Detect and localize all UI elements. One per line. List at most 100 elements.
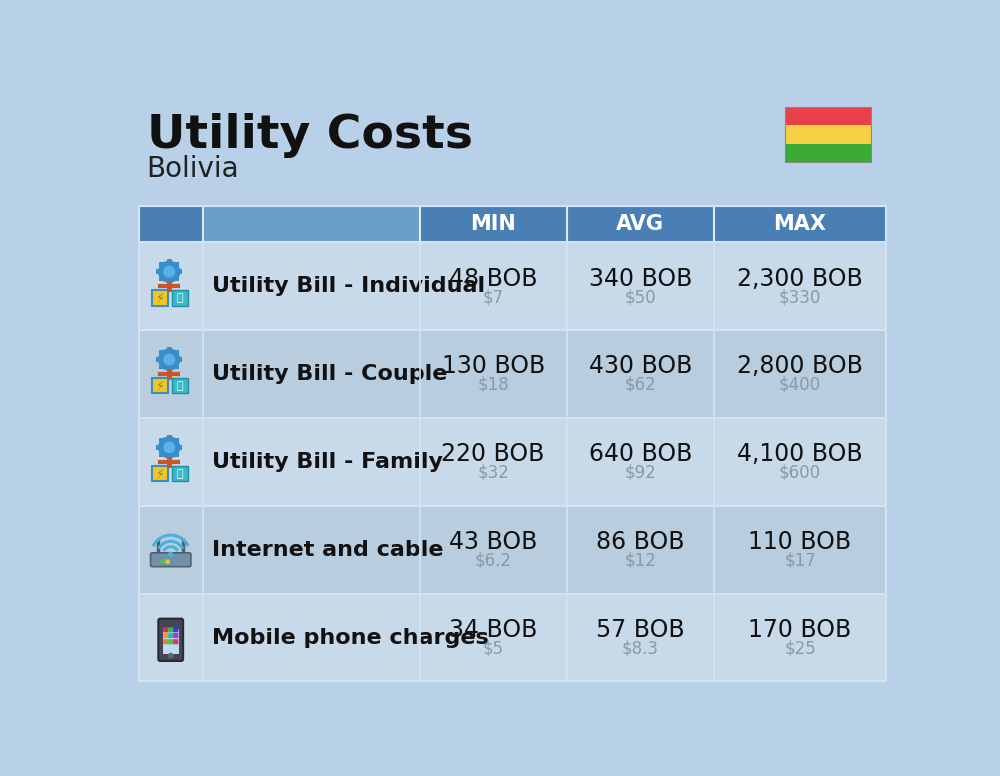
FancyBboxPatch shape [714, 206, 886, 242]
Text: 170 BOB: 170 BOB [748, 618, 852, 642]
Text: $62: $62 [624, 376, 656, 394]
FancyBboxPatch shape [167, 347, 172, 352]
FancyBboxPatch shape [163, 629, 179, 654]
Text: 430 BOB: 430 BOB [589, 355, 692, 379]
FancyBboxPatch shape [174, 438, 179, 442]
FancyBboxPatch shape [785, 144, 871, 162]
FancyBboxPatch shape [159, 438, 164, 442]
FancyBboxPatch shape [173, 633, 178, 638]
FancyBboxPatch shape [168, 627, 173, 632]
Circle shape [164, 266, 174, 277]
Text: Utility Bill - Individual: Utility Bill - Individual [212, 276, 485, 296]
Circle shape [159, 437, 180, 458]
Text: $7: $7 [483, 288, 504, 307]
FancyBboxPatch shape [172, 378, 188, 393]
FancyBboxPatch shape [167, 368, 172, 372]
Text: 640 BOB: 640 BOB [589, 442, 692, 466]
FancyBboxPatch shape [174, 262, 179, 267]
Text: AVG: AVG [616, 214, 664, 234]
FancyBboxPatch shape [163, 639, 168, 644]
Text: 110 BOB: 110 BOB [748, 530, 852, 554]
FancyBboxPatch shape [167, 280, 172, 285]
Text: 💧: 💧 [177, 293, 183, 303]
Text: $92: $92 [624, 464, 656, 482]
FancyBboxPatch shape [159, 262, 164, 267]
FancyBboxPatch shape [151, 553, 191, 566]
Text: 220 BOB: 220 BOB [441, 442, 545, 466]
Text: 34 BOB: 34 BOB [449, 618, 537, 642]
FancyBboxPatch shape [159, 350, 164, 355]
Text: 57 BOB: 57 BOB [596, 618, 685, 642]
Text: $50: $50 [625, 288, 656, 307]
Text: ⚡: ⚡ [156, 292, 164, 305]
Circle shape [159, 349, 180, 370]
FancyBboxPatch shape [174, 350, 179, 355]
FancyBboxPatch shape [139, 331, 886, 418]
FancyBboxPatch shape [159, 277, 164, 282]
Text: MAX: MAX [774, 214, 827, 234]
Text: $5: $5 [483, 639, 504, 657]
Text: 💧: 💧 [177, 381, 183, 391]
FancyBboxPatch shape [139, 506, 886, 594]
FancyBboxPatch shape [152, 290, 168, 306]
Text: 💧: 💧 [177, 469, 183, 479]
FancyBboxPatch shape [174, 365, 179, 369]
Text: Bolivia: Bolivia [147, 155, 239, 183]
Text: ⚡: ⚡ [156, 467, 164, 480]
FancyBboxPatch shape [168, 633, 173, 638]
Circle shape [169, 553, 173, 556]
Circle shape [159, 262, 180, 282]
FancyBboxPatch shape [420, 206, 567, 242]
FancyBboxPatch shape [177, 445, 182, 449]
Circle shape [164, 355, 174, 365]
Text: 340 BOB: 340 BOB [589, 267, 692, 291]
Circle shape [169, 653, 173, 658]
FancyBboxPatch shape [152, 466, 168, 481]
FancyBboxPatch shape [163, 627, 168, 632]
Text: $18: $18 [477, 376, 509, 394]
FancyBboxPatch shape [152, 378, 168, 393]
Circle shape [166, 560, 169, 563]
Text: 4,100 BOB: 4,100 BOB [737, 442, 863, 466]
Text: $6.2: $6.2 [475, 552, 512, 570]
Text: 86 BOB: 86 BOB [596, 530, 685, 554]
Text: 48 BOB: 48 BOB [449, 267, 537, 291]
FancyBboxPatch shape [172, 466, 188, 481]
FancyBboxPatch shape [174, 452, 179, 457]
FancyBboxPatch shape [156, 445, 161, 449]
Text: 2,300 BOB: 2,300 BOB [737, 267, 863, 291]
FancyBboxPatch shape [167, 435, 172, 439]
FancyBboxPatch shape [139, 242, 886, 331]
FancyBboxPatch shape [173, 639, 178, 644]
Circle shape [161, 559, 165, 563]
Text: Utility Bill - Family: Utility Bill - Family [212, 452, 443, 472]
FancyBboxPatch shape [785, 107, 871, 126]
FancyBboxPatch shape [167, 259, 172, 264]
Text: $17: $17 [784, 552, 816, 570]
Text: MIN: MIN [470, 214, 516, 234]
Text: $400: $400 [779, 376, 821, 394]
FancyBboxPatch shape [156, 269, 161, 274]
FancyBboxPatch shape [177, 269, 182, 274]
Text: Utility Bill - Couple: Utility Bill - Couple [212, 364, 447, 384]
Text: $25: $25 [784, 639, 816, 657]
Text: $330: $330 [779, 288, 821, 307]
FancyBboxPatch shape [174, 277, 179, 282]
FancyBboxPatch shape [173, 627, 178, 632]
FancyBboxPatch shape [159, 365, 164, 369]
Text: $600: $600 [779, 464, 821, 482]
Text: Internet and cable: Internet and cable [212, 540, 443, 559]
Circle shape [164, 442, 174, 452]
FancyBboxPatch shape [202, 206, 420, 242]
FancyBboxPatch shape [139, 594, 886, 681]
Text: 2,800 BOB: 2,800 BOB [737, 355, 863, 379]
FancyBboxPatch shape [156, 357, 161, 362]
Text: $8.3: $8.3 [622, 639, 659, 657]
FancyBboxPatch shape [567, 206, 714, 242]
FancyBboxPatch shape [172, 290, 188, 306]
FancyBboxPatch shape [163, 633, 168, 638]
FancyBboxPatch shape [139, 418, 886, 506]
FancyBboxPatch shape [167, 456, 172, 460]
Text: $32: $32 [477, 464, 509, 482]
Text: Utility Costs: Utility Costs [147, 113, 473, 158]
